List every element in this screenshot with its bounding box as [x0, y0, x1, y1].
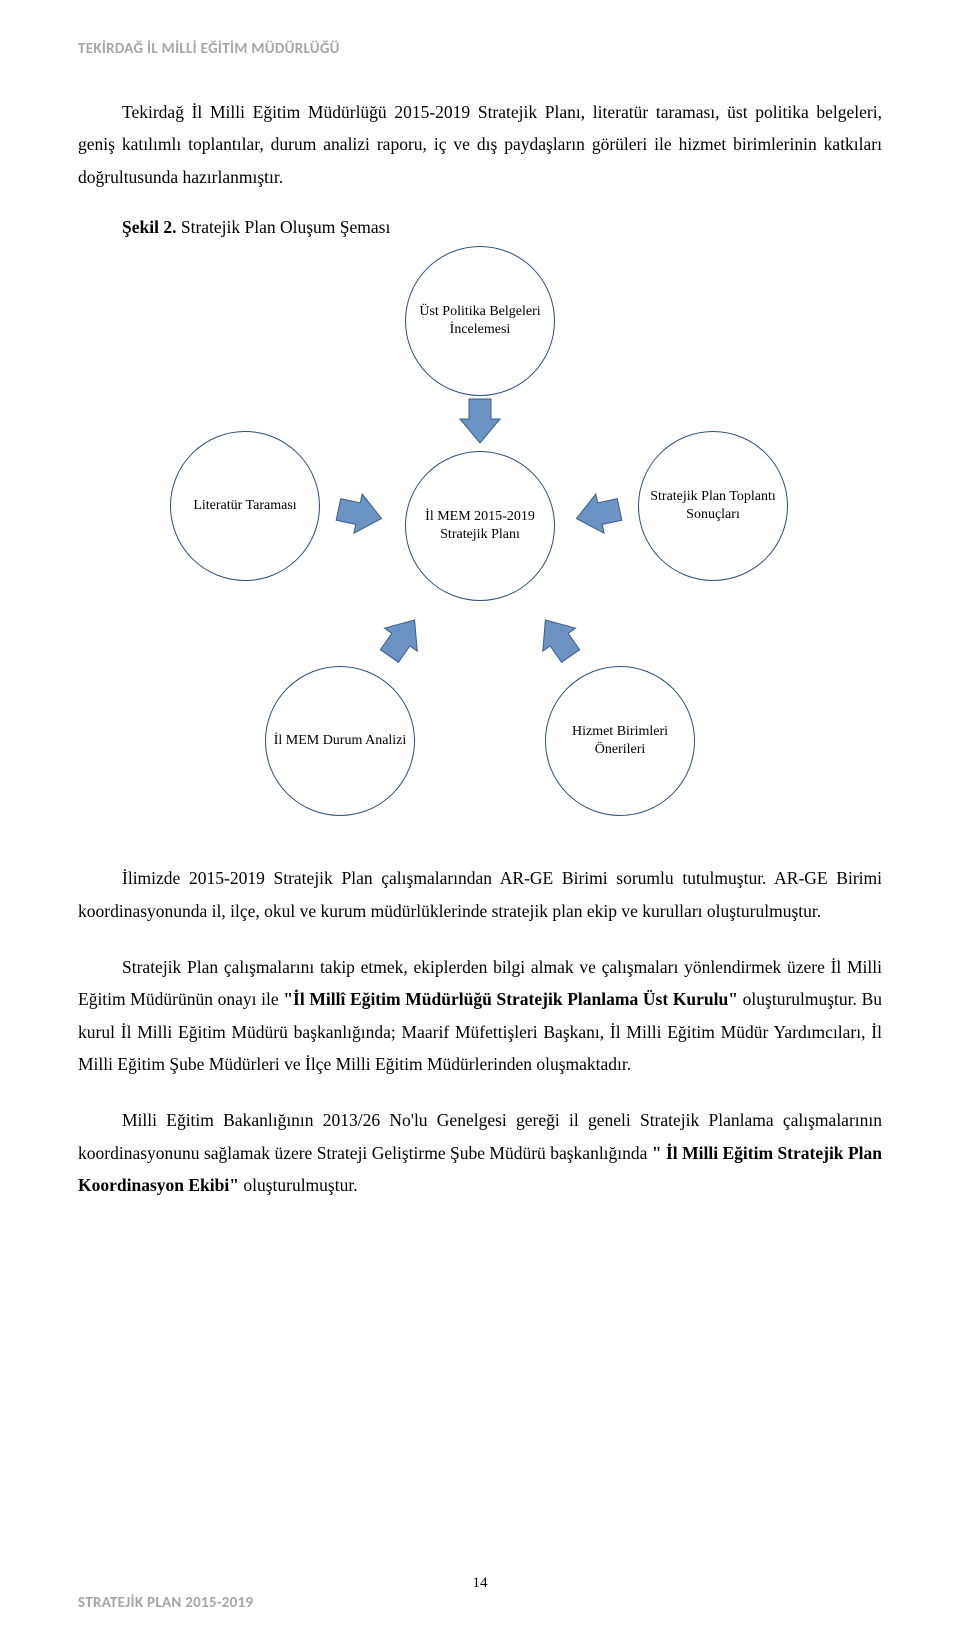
node-br-label: Hizmet Birimleri Önerileri: [552, 723, 688, 759]
figure-caption: Şekil 2. Stratejik Plan Oluşum Şeması: [78, 217, 882, 238]
page-footer: 14 STRATEJİK PLAN 2015-2019: [78, 1575, 882, 1612]
node-bottom-right: Hizmet Birimleri Önerileri: [545, 666, 695, 816]
paragraph-3: Stratejik Plan çalışmalarını takip etmek…: [78, 951, 882, 1081]
node-left-label: Literatür Taraması: [193, 497, 296, 515]
figure-caption-text: Stratejik Plan Oluşum Şeması: [176, 217, 390, 237]
footer-text: STRATEJİK PLAN 2015-2019: [78, 1594, 882, 1612]
node-right-label: Stratejik Plan Toplantı Sonuçları: [645, 488, 781, 524]
paragraph-1: Tekirdağ İl Milli Eğitim Müdürlüğü 2015-…: [78, 96, 882, 193]
p4-part-c: oluşturulmuştur.: [239, 1175, 358, 1195]
page-number: 14: [473, 1575, 488, 1592]
node-center-label: İl MEM 2015-2019 Stratejik Planı: [412, 508, 548, 544]
node-left: Literatür Taraması: [170, 431, 320, 581]
paragraph-4: Milli Eğitim Bakanlığının 2013/26 No'lu …: [78, 1104, 882, 1201]
node-top: Üst Politika Belgeleri İncelemesi: [405, 246, 555, 396]
p3-bold: "İl Millî Eğitim Müdürlüğü Stratejik Pla…: [283, 989, 738, 1009]
node-bl-label: İl MEM Durum Analizi: [274, 732, 407, 750]
strategic-plan-diagram: Üst Politika Belgeleri İncelemesi Litera…: [170, 246, 790, 826]
figure-label: Şekil 2.: [122, 217, 176, 237]
page-header: TEKİRDAĞ İL MİLLİ EĞİTİM MÜDÜRLÜĞÜ: [78, 40, 882, 58]
node-center: İl MEM 2015-2019 Stratejik Planı: [405, 451, 555, 601]
node-right: Stratejik Plan Toplantı Sonuçları: [638, 431, 788, 581]
node-top-label: Üst Politika Belgeleri İncelemesi: [412, 303, 548, 339]
node-bottom-left: İl MEM Durum Analizi: [265, 666, 415, 816]
paragraph-2: İlimizde 2015-2019 Stratejik Plan çalışm…: [78, 862, 882, 927]
